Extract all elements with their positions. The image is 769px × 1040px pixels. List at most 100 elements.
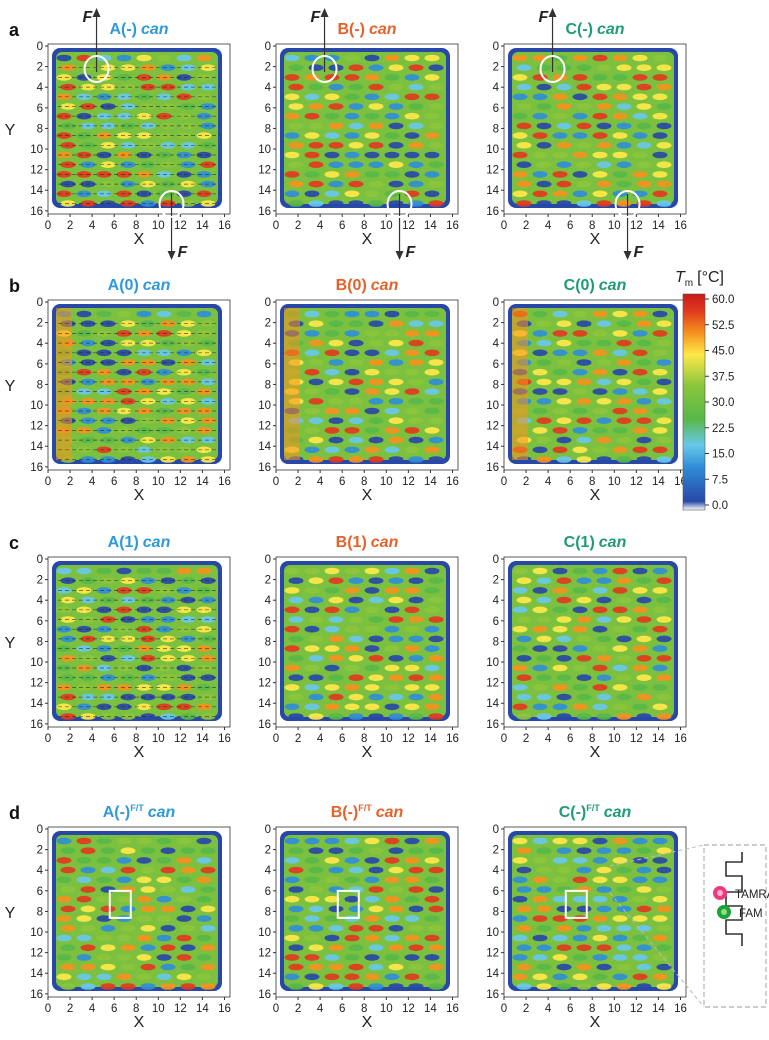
x-tick-label: 14: [196, 1003, 209, 1015]
y-tick-label: 2: [493, 575, 499, 587]
y-tick-label: 6: [493, 103, 499, 115]
heatmap-field: [56, 565, 218, 717]
panel-title: C(0) can: [564, 277, 627, 294]
tamra-label: TAMRA: [735, 889, 769, 901]
x-tick-label: 14: [652, 476, 665, 488]
x-tick-label: 10: [608, 1003, 621, 1015]
heatmap-field: [284, 308, 446, 460]
inset-connector-top: [609, 844, 705, 867]
y-tick-label: 14: [258, 968, 271, 980]
x-tick-label: 12: [630, 476, 643, 488]
x-tick-label: 0: [273, 220, 279, 232]
panel-title-sup: F/T: [586, 803, 600, 813]
y-tick-label: 12: [30, 678, 43, 690]
x-tick-label: 16: [218, 733, 231, 745]
y-tick-label: 0: [265, 297, 271, 309]
x-tick-label: 4: [545, 733, 552, 745]
y-tick-label: 16: [30, 989, 43, 1001]
y-tick-label: 16: [486, 719, 499, 731]
heatmap-blobs: [56, 837, 216, 990]
y-tick-label: 10: [30, 400, 43, 412]
x-tick-label: 12: [174, 476, 187, 488]
dna-strand-path: [725, 852, 743, 946]
x-tick-label: 8: [361, 220, 367, 232]
x-tick-label: 6: [339, 733, 345, 745]
y-tick-label: 6: [37, 886, 43, 898]
y-tick-label: 6: [493, 886, 499, 898]
y-tick-label: 16: [30, 462, 43, 474]
y-tick-label: 0: [265, 824, 271, 836]
panel-title-prefix: C(0): [564, 277, 595, 294]
y-tick-label: 2: [37, 318, 43, 330]
force-label: F: [178, 244, 189, 261]
y-tick-label: 4: [37, 338, 44, 350]
y-tick-label: 16: [258, 719, 271, 731]
x-tick-label: 16: [218, 1003, 231, 1015]
panel-title: A(-)F/T can: [103, 803, 176, 821]
colorbar-tick-label: 45.0: [712, 346, 734, 358]
y-tick-label: 8: [37, 906, 43, 918]
x-axis-label: X: [362, 744, 373, 761]
x-tick-label: 14: [652, 1003, 665, 1015]
x-tick-label: 2: [523, 1003, 529, 1015]
y-tick-label: 10: [486, 657, 499, 669]
x-tick-label: 4: [545, 220, 552, 232]
colorbar-title: Tm [°C]: [675, 269, 724, 289]
x-tick-label: 14: [196, 476, 209, 488]
heatmap-blobs: [512, 54, 672, 207]
x-tick-label: 2: [295, 220, 301, 232]
heatmap-field: [56, 835, 218, 987]
x-tick-label: 12: [174, 733, 187, 745]
y-tick-label: 14: [30, 698, 43, 710]
x-tick-label: 16: [218, 476, 231, 488]
x-tick-label: 10: [380, 220, 393, 232]
x-axis-label: X: [362, 487, 373, 504]
y-tick-label: 2: [493, 318, 499, 330]
panel-title-suffix: can: [604, 804, 632, 821]
y-tick-label: 16: [258, 206, 271, 218]
edge-heat-band: [284, 308, 300, 460]
x-tick-label: 6: [111, 1003, 117, 1015]
y-tick-label: 10: [486, 927, 499, 939]
panel-title-suffix: can: [599, 534, 627, 551]
y-tick-label: 14: [258, 441, 271, 453]
x-axis-label: X: [362, 231, 373, 248]
x-tick-label: 4: [545, 1003, 552, 1015]
x-tick-label: 8: [361, 733, 367, 745]
y-tick-label: 12: [486, 948, 499, 960]
panel-title: B(-)F/T can: [331, 803, 404, 821]
y-tick-label: 14: [486, 698, 499, 710]
colorbar-gradient: [682, 293, 706, 511]
y-tick-label: 14: [258, 698, 271, 710]
x-tick-label: 4: [317, 476, 324, 488]
colorbar-tick-label: 0.0: [712, 500, 728, 512]
panel-title: C(-) can: [565, 21, 624, 38]
panel-title: C(1) can: [564, 534, 627, 551]
y-tick-label: 4: [493, 82, 500, 94]
y-tick-label: 4: [493, 595, 500, 607]
y-tick-label: 4: [265, 82, 272, 94]
panel-title-suffix: can: [141, 21, 169, 38]
y-tick-label: 8: [37, 379, 43, 391]
force-label: F: [406, 244, 417, 261]
x-tick-label: 0: [273, 476, 279, 488]
x-axis-label: X: [362, 1014, 373, 1031]
panel-title-suffix: can: [597, 21, 625, 38]
x-tick-label: 2: [295, 733, 301, 745]
heatmap-blobs: [284, 567, 444, 720]
heatmap-field: [284, 52, 446, 204]
y-tick-label: 8: [37, 636, 43, 648]
y-tick-label: 8: [493, 636, 499, 648]
heatmap-field: [56, 308, 218, 460]
y-tick-label: 4: [37, 595, 44, 607]
row-label: b: [9, 276, 20, 296]
colorbar-tick-label: 22.5: [712, 423, 734, 435]
colorbar-tick-label: 7.5: [712, 474, 728, 486]
x-axis-label: X: [134, 231, 145, 248]
highlight-circle: [386, 190, 413, 218]
